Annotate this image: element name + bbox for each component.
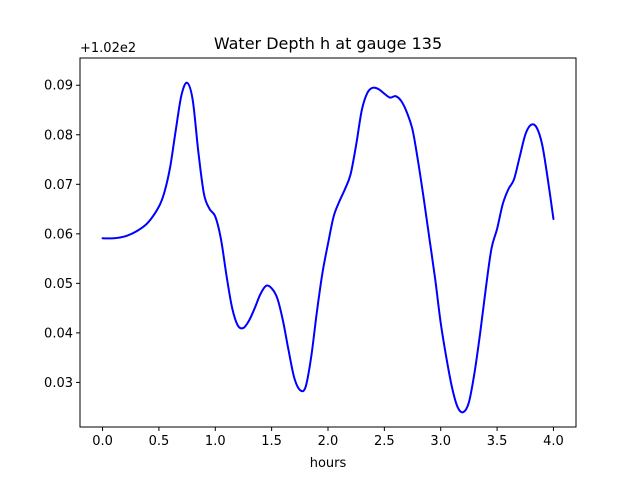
x-axis-ticks: 0.0 0.5 1.0 1.5 2.0 2.5 3.0 3.5 4.0 <box>92 427 564 449</box>
series-line <box>101 81 555 414</box>
x-tick-label: 1.0 <box>205 434 226 449</box>
x-tick-label: 3.0 <box>430 434 451 449</box>
x-tick-label: 2.5 <box>374 434 395 449</box>
y-tick-label: 0.08 <box>44 128 73 143</box>
plot-frame <box>79 57 577 428</box>
x-tick-label: 4.0 <box>543 434 564 449</box>
y-axis-offset-text: +1.02e2 <box>80 41 136 56</box>
y-axis-ticks: 0.03 0.04 0.05 0.06 0.07 0.08 0.09 <box>44 79 80 391</box>
x-tick-label: 1.5 <box>261 434 282 449</box>
y-tick-label: 0.04 <box>44 326 73 341</box>
y-tick-label: 0.07 <box>44 178 73 193</box>
x-tick-label: 0.0 <box>92 434 113 449</box>
chart-title: Water Depth h at gauge 135 <box>214 34 442 53</box>
y-tick-label: 0.09 <box>44 79 73 94</box>
x-tick-label: 0.5 <box>149 434 170 449</box>
plot-area <box>101 81 555 414</box>
x-tick-label: 3.5 <box>487 434 508 449</box>
y-tick-label: 0.03 <box>44 376 73 391</box>
y-tick-label: 0.06 <box>44 227 73 242</box>
x-tick-label: 2.0 <box>318 434 339 449</box>
x-axis-label: hours <box>310 456 347 471</box>
y-tick-label: 0.05 <box>44 277 73 292</box>
